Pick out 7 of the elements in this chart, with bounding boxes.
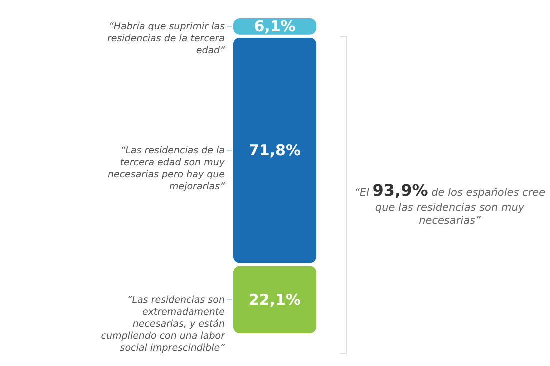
series-label: “Las residencias son extremadamente necesarias, y están cumpliendo con una labor social imprescindible”	[101, 294, 226, 354]
text: “El 93,9% de los españoles cree que las residencias son muy necesarias”	[353, 181, 547, 230]
data-label: 71,8%	[248, 142, 302, 160]
data-label: 6,1%	[254, 18, 296, 36]
data-label: 22,1%	[248, 290, 302, 309]
series-label: “Las residencias de la tercera edad son muy necesarias pero hay que mejorarlas”	[108, 146, 226, 193]
series-label: “Habría que suprimir las residencias de la tercera edad”	[107, 22, 226, 57]
